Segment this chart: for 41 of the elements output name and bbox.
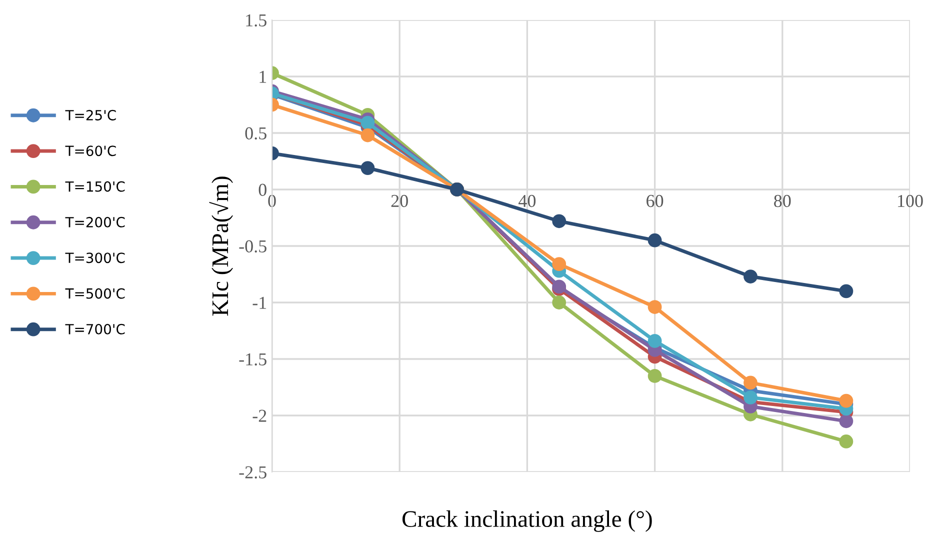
point: [744, 270, 758, 284]
y-tick-label: 0.5: [245, 127, 266, 140]
point: [839, 434, 854, 448]
point: [552, 257, 566, 272]
y-tick-label: 0: [258, 184, 266, 196]
x-tick-label: 60: [646, 194, 664, 208]
point: [360, 116, 375, 130]
y-tick-label: -1: [252, 296, 266, 309]
point: [744, 376, 758, 390]
legend-label: T=700'C: [65, 324, 125, 334]
legend-label: T=150'C: [65, 181, 125, 192]
point: [648, 334, 662, 348]
x-tick-label: 0: [268, 194, 276, 208]
point: [839, 394, 854, 408]
point: [648, 233, 662, 248]
y-tick-label: -2.5: [239, 466, 266, 479]
legend-label: T=60'C: [65, 146, 116, 156]
y-axis-title: KIc (MPa(√m): [209, 176, 233, 316]
point: [360, 161, 375, 175]
point: [839, 414, 854, 428]
point: [648, 300, 662, 314]
y-tick-label: 1: [260, 70, 266, 83]
point: [552, 214, 566, 228]
point: [360, 128, 375, 142]
x-tick-label: 40: [518, 194, 536, 208]
point: [648, 369, 662, 383]
y-tick-label: -1.5: [239, 353, 266, 366]
legend-label: T=300'C: [65, 252, 125, 264]
legend-label: T=25'C: [65, 110, 116, 120]
x-tick-label: 80: [774, 194, 791, 208]
x-tick-label: 20: [391, 194, 408, 208]
x-axis-title: Crack inclination angle (°): [402, 510, 652, 532]
x-tick-label: 100: [898, 194, 923, 208]
legend-label: T=200'C: [65, 216, 125, 228]
y-tick-label: -2: [252, 410, 266, 422]
point: [744, 390, 758, 404]
legend-label: T=500'C: [65, 288, 125, 299]
point: [552, 296, 566, 310]
point: [839, 284, 854, 298]
y-tick-label: 1.5: [246, 14, 266, 27]
y-tick-label: -0.5: [239, 240, 266, 253]
